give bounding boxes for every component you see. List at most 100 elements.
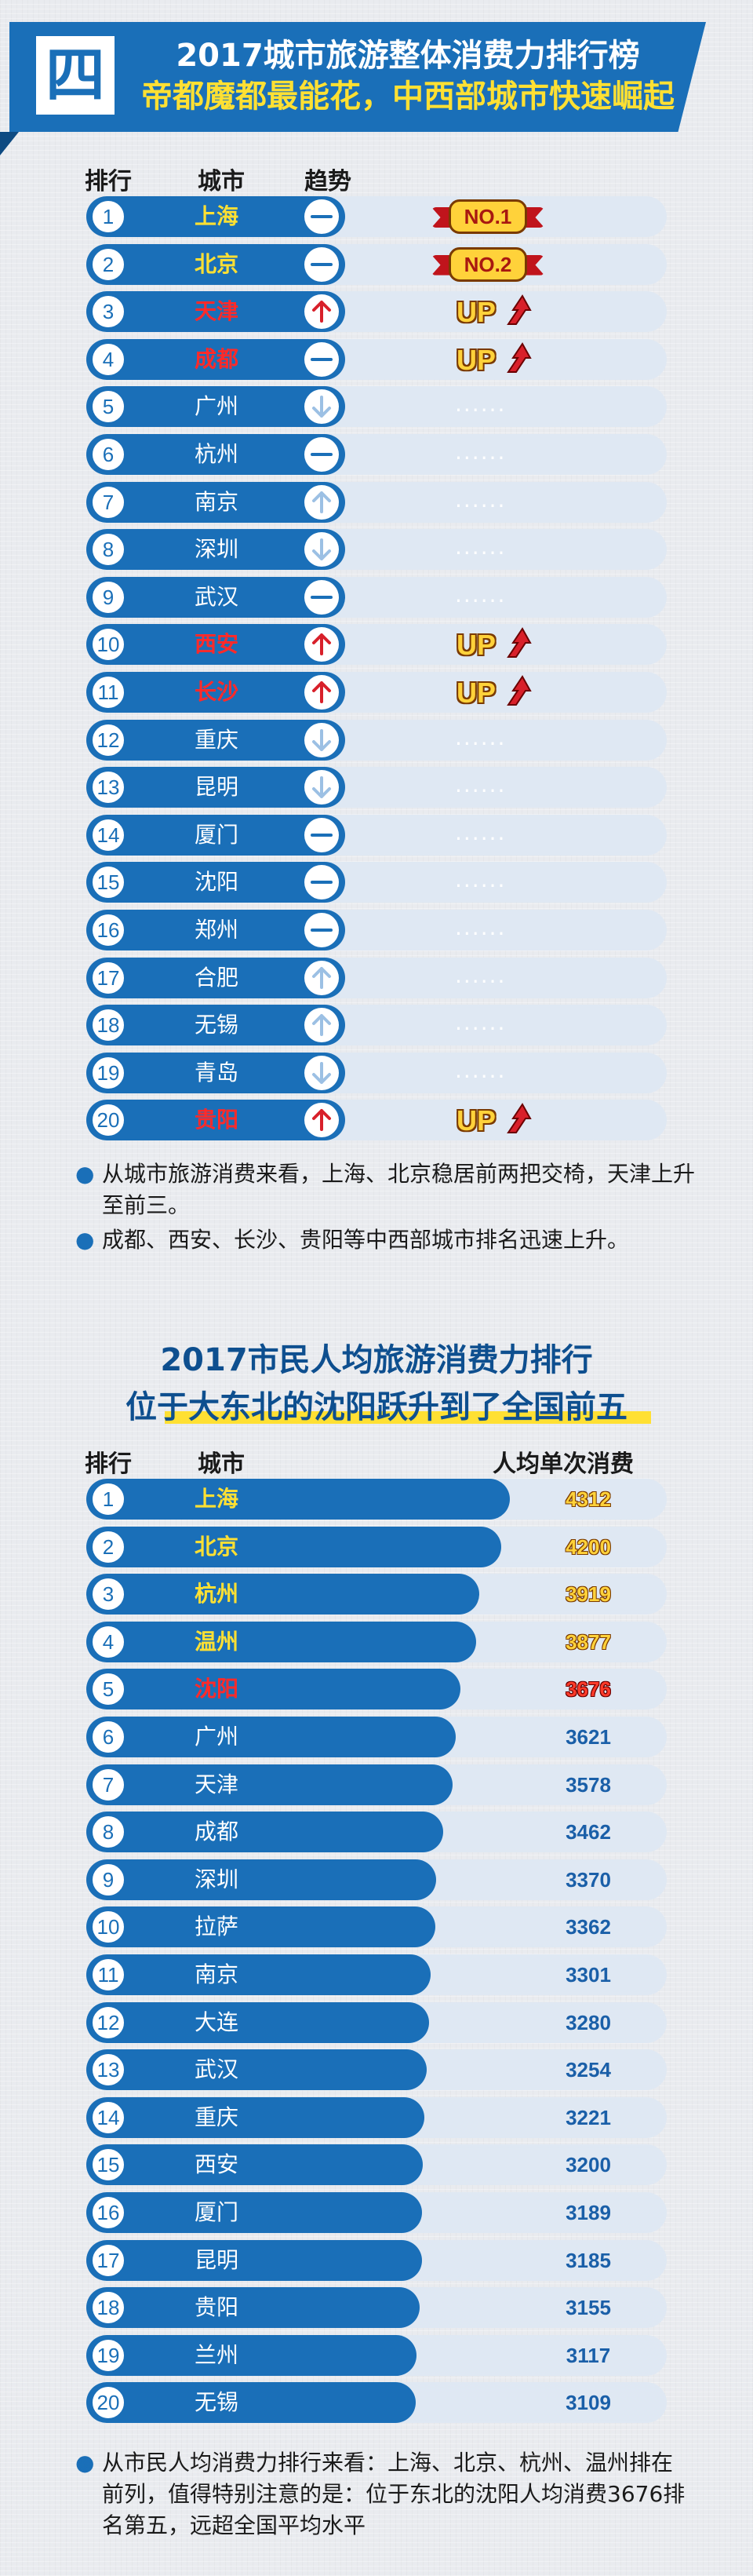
city-name: 昆明: [195, 774, 239, 801]
spending-bar: [86, 2001, 429, 2043]
city-name: 上海: [195, 203, 239, 229]
spending-row: 13 武汉 3254: [86, 2049, 667, 2091]
spending-bar: [86, 1669, 460, 1710]
section-banner: [9, 22, 706, 132]
spending-amount: 4312: [566, 1487, 611, 1511]
row-bar: [86, 719, 345, 761]
city-row: 15 沈阳......: [86, 862, 667, 903]
trend-down-icon: [304, 389, 339, 425]
city-name: 杭州: [195, 1581, 239, 1607]
spending-bar: [86, 2144, 423, 2186]
up-badge: UP: [457, 626, 535, 663]
city-name: 青岛: [195, 1059, 239, 1085]
title-highlight: [165, 1411, 651, 1424]
spending-row: 2 北京 4200: [86, 1526, 667, 1567]
rank-badge: 13: [91, 2052, 126, 2088]
spending-amount: 3280: [566, 2010, 611, 2034]
rank-badge: 1: [91, 1482, 126, 1516]
trend-up-icon: [304, 627, 339, 662]
city-row: 13 昆明......: [86, 767, 667, 808]
city-row: 3 天津 UP: [86, 291, 667, 333]
spending-bar: [86, 2287, 420, 2329]
rank-ribbon-badge: NO.1: [431, 199, 544, 234]
city-name: 大连: [195, 2009, 239, 2035]
spending-amount: 3185: [566, 2248, 611, 2272]
rank-badge: 5: [91, 1672, 126, 1707]
rank-badge: 15: [91, 2147, 126, 2183]
city-name: 无锡: [195, 1012, 239, 1038]
city-row: 7 南京......: [86, 481, 667, 523]
row-bar: [86, 291, 345, 333]
rank-badge: 1: [91, 199, 126, 234]
rank-badge: 6: [91, 1720, 126, 1754]
rank-badge: 16: [91, 913, 126, 947]
trend-up-icon: [304, 294, 339, 330]
section-number: 四: [36, 36, 115, 115]
row-bar: [86, 957, 345, 998]
spending-amount: 3462: [566, 1820, 611, 1844]
bullet-icon: ●: [75, 1227, 95, 1253]
spending-row: 8 成都 3462: [86, 1812, 667, 1853]
city-row: 11 长沙 UP: [86, 672, 667, 713]
spending-bar: [86, 1574, 479, 1615]
trend-flat-icon: [304, 437, 339, 472]
rank-badge: 10: [91, 1910, 126, 1945]
up-badge: UP: [457, 673, 535, 711]
header-amount: 人均单次消费: [493, 1450, 634, 1478]
spending-amount: 3578: [566, 1772, 611, 1797]
row-bar: [86, 910, 345, 950]
spending-bar: [86, 1812, 443, 1853]
status-dots: ......: [455, 961, 507, 988]
city-row: 4 成都 UP: [86, 338, 667, 380]
status-dots: ......: [455, 1056, 507, 1083]
spending-amount: 3109: [566, 2391, 611, 2415]
trend-flat-icon: [304, 579, 339, 615]
spending-bar: [86, 1621, 476, 1662]
spending-row: 16 厦门 3189: [86, 2192, 667, 2233]
bullet-icon: ●: [75, 2450, 95, 2476]
city-row: 16 郑州......: [86, 910, 667, 950]
header-rank: 排行: [85, 168, 132, 195]
spending-row: 1 上海 4312: [86, 1479, 667, 1520]
rank-badge: 14: [91, 2100, 126, 2135]
spending-row: 20 无锡 3109: [86, 2382, 667, 2424]
spending-row: 19 兰州 3117: [86, 2334, 667, 2376]
spending-amount: 3254: [566, 2058, 611, 2082]
city-row: 8 深圳......: [86, 529, 667, 571]
status-dots: ......: [455, 391, 507, 418]
spending-bar: [86, 2334, 417, 2376]
status-dots: ......: [455, 819, 507, 845]
city-name: 沈阳: [195, 869, 239, 896]
trend-flat-icon: [304, 865, 339, 900]
status-dots: ......: [455, 581, 507, 608]
status-dots: ......: [455, 1009, 507, 1036]
section2-title: 2017市民人均旅游消费力排行: [160, 1342, 593, 1378]
row-bar: [86, 529, 345, 571]
rank-badge: 11: [91, 675, 126, 710]
spending-row: 17 昆明 3185: [86, 2239, 667, 2281]
rank-badge: 4: [91, 1624, 126, 1659]
city-row: 20 贵阳 UP: [86, 1100, 667, 1141]
spending-row: 7 天津 3578: [86, 1764, 667, 1805]
city-name: 重庆: [195, 726, 239, 753]
spending-row: 6 广州 3621: [86, 1717, 667, 1757]
up-badge: UP: [457, 293, 535, 330]
header-trend: 趋势: [304, 168, 351, 195]
rank-badge: 17: [91, 2242, 126, 2278]
row-bar: [86, 338, 345, 380]
rank-badge: 12: [91, 722, 126, 757]
spending-bar: [86, 1764, 453, 1805]
row-bar: [86, 672, 345, 713]
spending-amount: 3117: [566, 2343, 611, 2367]
city-row: 14 厦门......: [86, 814, 667, 856]
city-row: 5 广州......: [86, 386, 667, 428]
up-badge: UP: [457, 1101, 535, 1139]
banner-subtitle: 帝都魔都最能花，中西部城市快速崛起: [141, 78, 675, 115]
city-name: 兰州: [195, 2341, 239, 2368]
city-name: 西安: [195, 631, 239, 658]
trend-down-icon: [304, 722, 339, 757]
up-arrow-icon: [507, 294, 532, 326]
spending-bar: [86, 1479, 510, 1520]
row-bar: [86, 1005, 345, 1046]
spending-row: 14 重庆 3221: [86, 2096, 667, 2138]
